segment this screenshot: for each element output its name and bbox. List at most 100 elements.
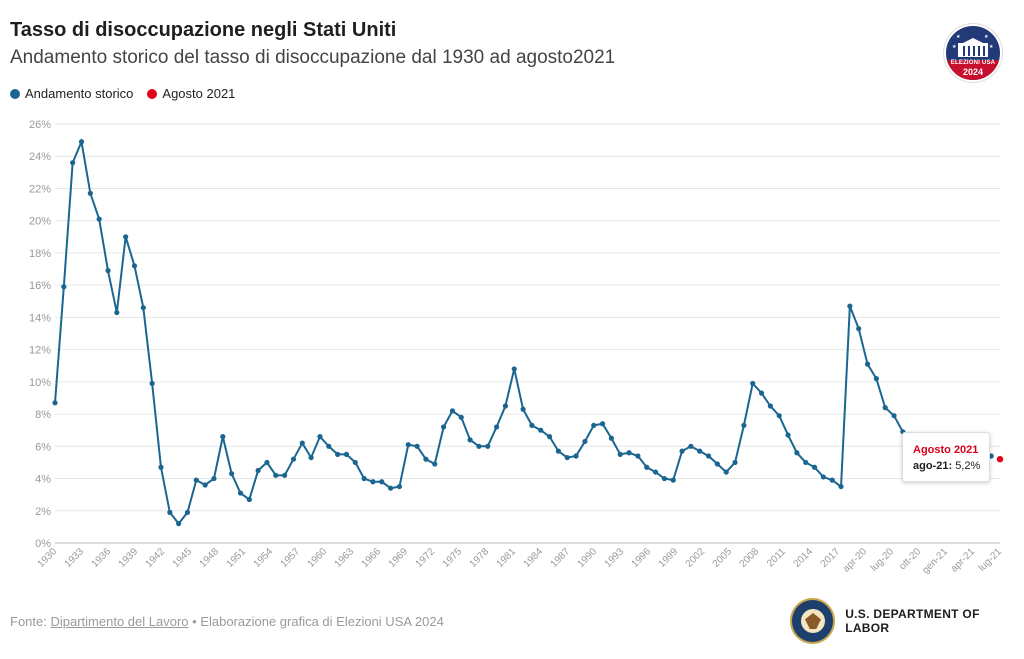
data-point[interactable] <box>405 442 411 448</box>
data-point[interactable] <box>140 305 146 311</box>
data-point[interactable] <box>891 413 897 419</box>
data-point[interactable] <box>811 464 818 470</box>
data-point[interactable] <box>864 361 871 367</box>
data-point[interactable] <box>158 464 164 470</box>
data-point[interactable] <box>246 496 252 503</box>
data-point[interactable] <box>714 461 720 467</box>
data-point[interactable] <box>361 475 367 482</box>
data-point[interactable] <box>520 406 526 412</box>
data-point[interactable] <box>176 521 182 527</box>
data-point[interactable] <box>440 424 447 430</box>
data-point[interactable] <box>432 461 438 467</box>
data-point[interactable] <box>829 477 835 483</box>
data-point[interactable] <box>679 448 685 454</box>
data-point[interactable] <box>856 326 862 332</box>
data-point[interactable] <box>635 453 641 459</box>
data-point[interactable] <box>723 469 729 475</box>
data-point[interactable] <box>608 435 615 441</box>
data-point[interactable] <box>105 268 111 274</box>
data-point[interactable] <box>414 443 420 449</box>
data-point[interactable] <box>776 413 782 419</box>
data-point[interactable] <box>61 284 67 290</box>
data-point[interactable] <box>564 454 570 461</box>
data-point[interactable] <box>202 482 208 488</box>
data-point[interactable] <box>70 160 76 166</box>
data-point[interactable] <box>476 443 482 449</box>
data-point[interactable] <box>211 475 217 482</box>
data-point[interactable] <box>670 477 676 483</box>
data-point[interactable] <box>114 309 120 316</box>
data-point[interactable] <box>388 485 394 491</box>
data-point[interactable] <box>308 454 314 461</box>
data-point[interactable] <box>529 422 535 428</box>
data-point[interactable] <box>705 453 712 459</box>
data-point[interactable] <box>882 405 888 411</box>
data-point[interactable] <box>193 477 199 483</box>
data-point[interactable] <box>644 464 650 470</box>
data-point[interactable] <box>167 509 173 515</box>
data-point[interactable] <box>661 475 667 482</box>
data-point[interactable] <box>264 459 270 466</box>
data-point[interactable] <box>96 216 102 222</box>
data-point[interactable] <box>767 403 773 409</box>
data-point[interactable] <box>485 443 491 449</box>
data-point[interactable] <box>847 303 853 309</box>
data-point[interactable] <box>820 474 826 480</box>
data-point[interactable] <box>273 472 279 478</box>
data-point[interactable] <box>785 432 791 438</box>
data-point[interactable] <box>758 390 765 396</box>
data-point[interactable] <box>750 380 756 387</box>
data-point[interactable] <box>803 459 809 466</box>
data-point[interactable] <box>697 448 703 454</box>
data-point[interactable] <box>573 453 579 459</box>
data-point[interactable] <box>379 479 385 485</box>
data-point[interactable] <box>502 403 509 409</box>
data-point[interactable] <box>582 438 588 445</box>
data-point[interactable] <box>458 414 464 420</box>
data-point[interactable] <box>493 424 500 430</box>
data-point[interactable] <box>555 448 562 454</box>
data-point[interactable] <box>282 472 288 478</box>
data-point[interactable] <box>591 422 597 428</box>
data-point[interactable] <box>237 490 244 496</box>
data-point[interactable] <box>873 376 879 382</box>
data-point[interactable] <box>290 456 297 462</box>
data-point[interactable] <box>546 434 553 440</box>
data-point[interactable] <box>467 437 473 443</box>
data-point[interactable] <box>396 483 403 490</box>
data-point[interactable] <box>131 263 138 269</box>
data-point[interactable] <box>78 139 85 145</box>
data-point[interactable] <box>149 380 155 387</box>
data-point[interactable] <box>538 427 544 433</box>
data-point[interactable] <box>741 422 747 428</box>
data-point[interactable] <box>423 456 429 462</box>
data-point[interactable] <box>123 234 129 240</box>
data-point[interactable] <box>184 509 191 515</box>
data-point[interactable] <box>229 471 235 477</box>
data-point[interactable] <box>617 451 623 457</box>
data-point[interactable] <box>449 408 456 414</box>
data-point[interactable] <box>838 483 844 490</box>
data-point[interactable] <box>87 190 93 196</box>
data-point[interactable] <box>352 459 358 466</box>
data-point[interactable] <box>626 450 632 456</box>
data-point[interactable] <box>317 434 323 440</box>
data-point[interactable] <box>688 443 694 449</box>
data-point[interactable] <box>732 459 738 466</box>
data-point[interactable] <box>335 451 341 457</box>
data-point[interactable] <box>511 366 517 372</box>
data-point[interactable] <box>343 451 350 457</box>
source-link[interactable]: Dipartimento del Lavoro <box>50 614 189 629</box>
data-point[interactable] <box>326 443 332 449</box>
data-point[interactable] <box>370 479 376 485</box>
legend-item-historical[interactable]: Andamento storico <box>10 86 133 101</box>
data-point[interactable] <box>299 440 305 446</box>
legend-item-august-2021[interactable]: Agosto 2021 <box>147 86 235 101</box>
data-point[interactable] <box>599 421 606 427</box>
highlight-point-august-2021[interactable] <box>996 456 1004 463</box>
data-point[interactable] <box>652 469 659 475</box>
data-point[interactable] <box>794 450 800 456</box>
data-point[interactable] <box>255 467 261 474</box>
data-point[interactable] <box>52 400 58 406</box>
data-point[interactable] <box>220 434 226 440</box>
